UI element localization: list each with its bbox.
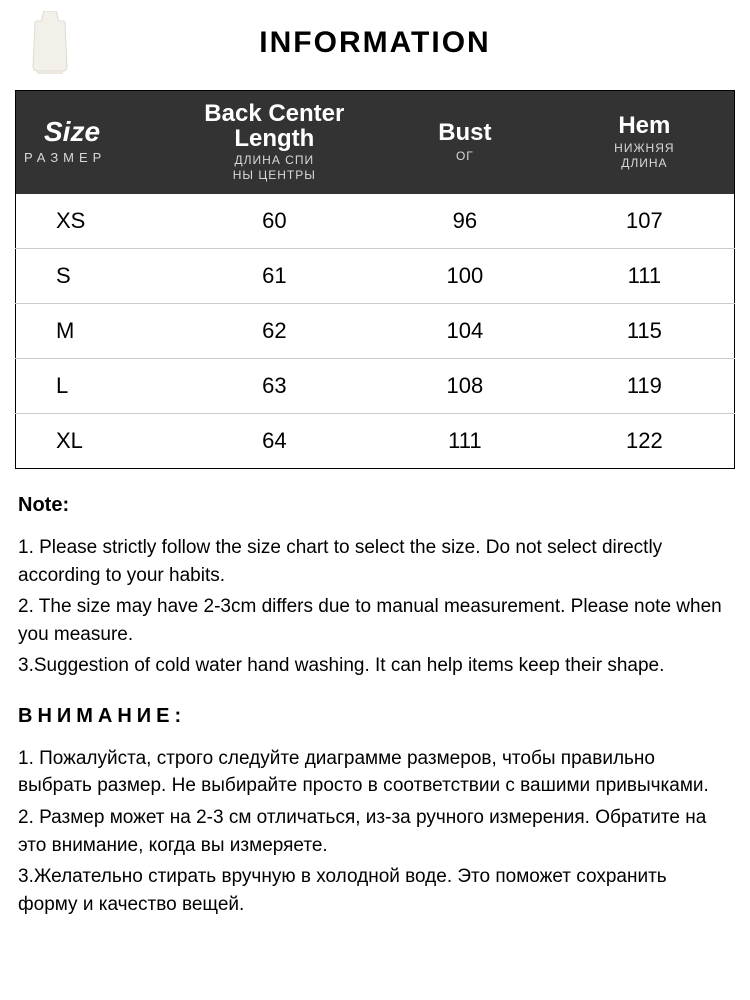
- cell-size: M: [16, 304, 174, 359]
- table-row: XL 64 111 122: [16, 414, 735, 469]
- sleeveless-top-icon: [25, 11, 75, 76]
- cell-bust: 96: [375, 194, 555, 249]
- page-container: INFORMATION Size РАЗМЕР Back Center Leng…: [0, 0, 750, 918]
- cell-bust: 100: [375, 249, 555, 304]
- size-table: Size РАЗМЕР Back Center Length ДЛИНА СПИ…: [15, 90, 735, 469]
- note-line: 2. The size may have 2-3cm differs due t…: [18, 593, 730, 648]
- cell-back: 60: [174, 194, 375, 249]
- note-line: 3.Желательно стирать вручную в холодной …: [18, 863, 730, 918]
- table-row: L 63 108 119: [16, 359, 735, 414]
- header-row: INFORMATION: [0, 0, 750, 90]
- product-thumbnail: [20, 8, 80, 78]
- table-row: M 62 104 115: [16, 304, 735, 359]
- cell-size: L: [16, 359, 174, 414]
- note-heading-ru: ВНИМАНИЕ:: [18, 702, 730, 731]
- cell-size: XS: [16, 194, 174, 249]
- cell-hem: 119: [555, 359, 735, 414]
- cell-hem: 122: [555, 414, 735, 469]
- table-row: XS 60 96 107: [16, 194, 735, 249]
- cell-bust: 104: [375, 304, 555, 359]
- cell-back: 64: [174, 414, 375, 469]
- col-header-hem: Hem: [561, 113, 728, 139]
- cell-back: 61: [174, 249, 375, 304]
- cell-bust: 111: [375, 414, 555, 469]
- page-title: INFORMATION: [80, 26, 730, 60]
- cell-hem: 115: [555, 304, 735, 359]
- note-line: 2. Размер может на 2-3 см отличаться, из…: [18, 804, 730, 859]
- col-header-size: Size: [22, 117, 168, 148]
- cell-hem: 111: [555, 249, 735, 304]
- col-header-bust: Bust: [381, 120, 549, 146]
- size-table-header: Size РАЗМЕР Back Center Length ДЛИНА СПИ…: [16, 91, 735, 195]
- col-header-size-sub: РАЗМЕР: [22, 150, 168, 166]
- size-table-body: XS 60 96 107 S 61 100 111 M 62 104 115 L…: [16, 194, 735, 469]
- col-header-back-sub: ДЛИНА СПИ НЫ ЦЕНТРЫ: [180, 153, 369, 182]
- cell-back: 62: [174, 304, 375, 359]
- cell-size: XL: [16, 414, 174, 469]
- table-row: S 61 100 111: [16, 249, 735, 304]
- cell-bust: 108: [375, 359, 555, 414]
- col-header-bust-sub: ОГ: [381, 149, 549, 163]
- cell-size: S: [16, 249, 174, 304]
- col-header-back: Back Center Length: [180, 101, 369, 151]
- note-line: 1. Пожалуйста, строго следуйте диаграмме…: [18, 745, 730, 800]
- notes-section: Note: 1. Please strictly follow the size…: [0, 469, 750, 918]
- note-heading-en: Note:: [18, 491, 730, 520]
- note-line: 3.Suggestion of cold water hand washing.…: [18, 652, 730, 680]
- note-line: 1. Please strictly follow the size chart…: [18, 534, 730, 589]
- cell-back: 63: [174, 359, 375, 414]
- col-header-hem-sub: НИЖНЯЯ ДЛИНА: [561, 141, 728, 170]
- cell-hem: 107: [555, 194, 735, 249]
